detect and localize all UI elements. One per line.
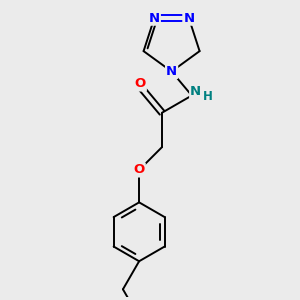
Text: O: O [135,77,146,91]
Text: N: N [149,12,160,25]
Text: O: O [134,164,145,176]
Text: N: N [183,12,194,25]
Text: N: N [166,65,177,78]
Text: H: H [202,90,212,103]
Text: N: N [190,85,201,98]
